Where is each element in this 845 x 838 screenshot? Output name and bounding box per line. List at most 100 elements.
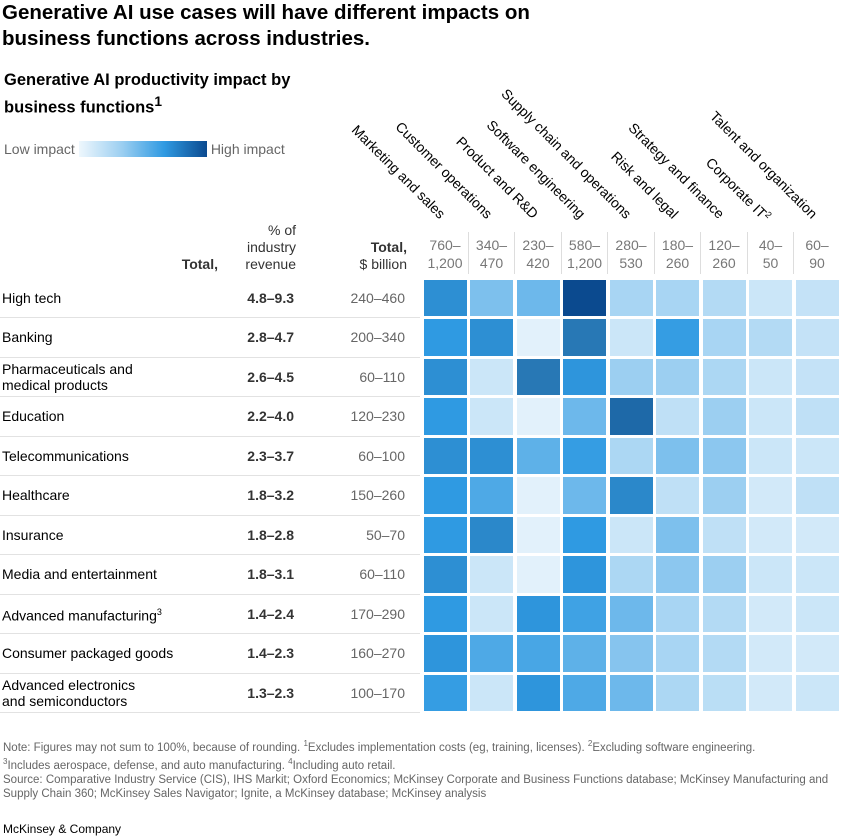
heatmap-cell [609,595,653,632]
industry-total-billion: 200–340 [350,329,405,345]
heatmap-cell [702,319,746,356]
industry-total-pct: 1.8–2.8 [247,526,294,543]
heatmap-cell [563,437,606,474]
column-total-range: 120– 260 [701,236,747,272]
heatmap-cell [749,477,792,514]
heatmap-cell [423,556,467,593]
heatmap-cell [563,556,606,593]
heatmap-cell [470,595,513,632]
industry-total-billion: 160–270 [350,645,405,661]
heatmap-cell [749,398,792,435]
heatmap-cell [656,516,699,553]
range-line: 230– [522,237,554,253]
heatmap-cell [795,595,839,632]
industry-total-billion: 60–110 [359,566,405,582]
heatmap-cell [702,516,746,553]
subtitle-text: Generative AI productivity impact by bus… [4,71,291,117]
legend: Low impact High impact [4,140,285,158]
heatmap-cell [516,398,560,435]
footnotes: Note: Figures may not sum to 100%, becau… [3,739,829,800]
heatmap-cell [516,477,560,514]
heatmap-cell [702,674,746,711]
range-line: 40– [758,237,783,253]
industry-label: Education [2,397,212,436]
range-line: 50 [762,255,779,271]
header-bil-rest: $ billion [359,256,407,272]
heatmap-cell [563,595,606,632]
range-line: 340– [475,237,508,253]
heatmap-cell [795,635,839,672]
heatmap-cell [749,279,792,316]
industry-name: Healthcare [2,487,70,503]
column-total-range: 40– 50 [748,236,794,272]
heatmap-cell [563,398,606,435]
heatmap-cell [470,398,513,435]
range-line: 180– [661,237,694,253]
heatmap-cell [749,437,792,474]
industry-name: Banking [2,329,53,345]
heatmap-cell [563,477,606,514]
heatmap-cell [656,595,699,632]
heatmap-cell [609,279,653,316]
industry-total-pct: 1.8–3.2 [247,487,294,503]
heatmap-cell [702,556,746,593]
column-total-range: 580– 1,200 [562,236,608,272]
heatmap-cell [795,358,839,395]
table-row: Education 2.2–4.0 120–230 [0,397,420,437]
heatmap-cell [423,477,467,514]
heatmap-cell [749,516,792,553]
range-line: 1,200 [566,255,603,271]
heatmap-cell [423,595,467,632]
industry-total-pct: 2.8–4.7 [247,329,294,345]
heatmap-cell [656,319,699,356]
industry-name: Consumer packaged goods [2,645,174,661]
heatmap-cell [702,358,746,395]
note-3: Includes aerospace, defense, and auto ma… [7,759,289,772]
heatmap-cell [516,635,560,672]
industry-name: Media and entertainment [2,566,157,582]
industry-name: Advanced electronics and semiconductors [2,676,136,709]
heatmap-cell [423,437,467,474]
header-total-bil: Total, $ billion [327,239,407,273]
heatmap-cell [470,556,513,593]
industry-name: Education [2,408,65,424]
range-line: 90 [809,255,825,271]
heatmap-cell [749,556,792,593]
industry-name: High tech [2,289,62,306]
heatmap-cell [702,279,746,316]
industry-total-billion: 170–290 [350,605,405,622]
table-row: Pharmaceuticals and medical products 2.6–… [0,357,420,397]
heatmap-cell [609,437,653,474]
heatmap-cell [563,635,606,672]
header-total-pct: Total, % of industry revenue [182,222,296,273]
table-row: Banking 2.8–4.7 200–340 [0,318,420,358]
heatmap-cell [516,319,560,356]
note-0: Note: Figures may not sum to 100%, becau… [3,741,304,754]
industry-label: Insurance [2,515,212,554]
heatmap-cell [609,477,653,514]
heatmap-cell [563,674,606,711]
heatmap-cell [656,556,699,593]
industry-name: Insurance [2,526,64,543]
heatmap-cell [795,279,839,316]
header-pct-bold: Total, [181,256,218,272]
heatmap-cell [795,477,839,514]
legend-gradient [78,141,207,157]
heatmap-cell [656,279,699,316]
industry-total-pct: 1.4–2.4 [247,605,294,622]
heatmap-cell [470,437,513,474]
table-row: Media and entertainment 1.8–3.1 60–110 [0,555,420,595]
column-total-range: 230– 420 [515,236,561,272]
heatmap-cell [656,635,699,672]
industry-label: Media and entertainment [2,555,212,594]
industry-label: Banking [2,318,212,357]
heatmap-cell [516,516,560,553]
heatmap-cell [423,635,467,672]
column-total-range: 340– 470 [469,236,515,272]
industry-total-pct: 2.2–4.0 [247,408,294,424]
heatmap-cell [423,279,467,316]
heatmap-cell [516,437,560,474]
industry-total-billion: 100–170 [350,684,405,701]
heatmap-cell [749,358,792,395]
heatmap-cell [423,516,467,553]
